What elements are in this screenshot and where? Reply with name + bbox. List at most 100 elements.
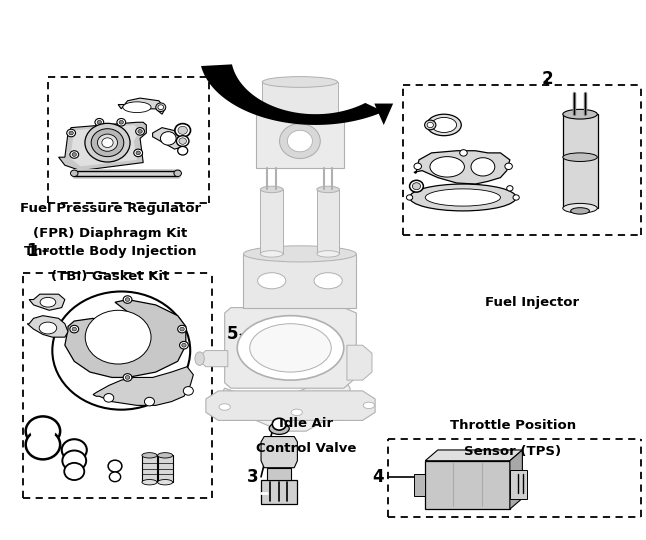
Ellipse shape	[63, 450, 86, 471]
Ellipse shape	[125, 375, 130, 379]
Text: 2: 2	[541, 70, 553, 88]
Text: Fuel Injector: Fuel Injector	[484, 296, 579, 309]
Ellipse shape	[314, 273, 342, 289]
Ellipse shape	[91, 129, 124, 157]
Ellipse shape	[317, 186, 339, 193]
Ellipse shape	[424, 120, 436, 130]
Ellipse shape	[287, 130, 313, 152]
Ellipse shape	[237, 316, 344, 380]
Ellipse shape	[260, 251, 283, 257]
Polygon shape	[152, 127, 184, 149]
Bar	[244, 254, 357, 308]
Ellipse shape	[178, 146, 188, 155]
Ellipse shape	[26, 416, 60, 446]
Ellipse shape	[123, 102, 151, 113]
Ellipse shape	[506, 186, 513, 191]
Ellipse shape	[142, 480, 157, 485]
Ellipse shape	[513, 195, 519, 200]
Ellipse shape	[85, 123, 130, 162]
Ellipse shape	[104, 394, 114, 402]
Bar	[317, 190, 339, 254]
Bar	[267, 468, 291, 480]
Ellipse shape	[262, 77, 337, 87]
Ellipse shape	[425, 189, 501, 206]
Ellipse shape	[26, 430, 60, 460]
Ellipse shape	[156, 103, 166, 112]
Polygon shape	[374, 104, 393, 125]
Bar	[158, 455, 172, 482]
Ellipse shape	[138, 130, 142, 133]
Ellipse shape	[97, 120, 101, 124]
Ellipse shape	[430, 157, 464, 177]
Bar	[262, 82, 337, 114]
Ellipse shape	[250, 323, 331, 372]
Polygon shape	[27, 316, 68, 337]
Text: Control Valve: Control Valve	[256, 442, 357, 455]
Polygon shape	[510, 450, 523, 509]
Ellipse shape	[158, 480, 172, 485]
Ellipse shape	[410, 184, 516, 211]
Polygon shape	[118, 98, 165, 114]
Ellipse shape	[136, 151, 140, 155]
Polygon shape	[93, 367, 193, 406]
Ellipse shape	[174, 170, 182, 177]
Ellipse shape	[62, 439, 87, 461]
Ellipse shape	[69, 131, 74, 135]
Ellipse shape	[178, 325, 187, 333]
Ellipse shape	[72, 327, 76, 331]
Ellipse shape	[460, 150, 467, 156]
Ellipse shape	[158, 453, 172, 458]
Ellipse shape	[563, 110, 598, 119]
Text: (FPR) Diaphragm Kit: (FPR) Diaphragm Kit	[34, 227, 188, 240]
Ellipse shape	[363, 402, 375, 409]
Polygon shape	[65, 300, 186, 377]
Ellipse shape	[178, 126, 187, 134]
Ellipse shape	[291, 409, 302, 416]
Ellipse shape	[175, 124, 191, 137]
Ellipse shape	[219, 404, 231, 410]
Ellipse shape	[471, 158, 495, 176]
Polygon shape	[225, 308, 357, 388]
Ellipse shape	[123, 374, 132, 381]
Ellipse shape	[260, 186, 283, 193]
Polygon shape	[347, 345, 372, 380]
Ellipse shape	[64, 463, 84, 480]
Ellipse shape	[176, 136, 189, 146]
Ellipse shape	[413, 186, 419, 191]
Ellipse shape	[180, 327, 184, 331]
Ellipse shape	[414, 163, 421, 170]
Ellipse shape	[180, 341, 189, 349]
Ellipse shape	[117, 118, 126, 126]
Ellipse shape	[570, 208, 589, 214]
Text: 3: 3	[247, 468, 258, 486]
Polygon shape	[29, 294, 65, 310]
Bar	[261, 480, 297, 504]
Polygon shape	[425, 450, 523, 461]
Ellipse shape	[134, 149, 143, 157]
Polygon shape	[200, 350, 228, 367]
Ellipse shape	[427, 122, 433, 127]
Ellipse shape	[125, 298, 130, 301]
Ellipse shape	[39, 322, 57, 334]
Ellipse shape	[30, 421, 56, 442]
Ellipse shape	[102, 138, 113, 147]
Text: Sensor (TPS): Sensor (TPS)	[464, 444, 561, 457]
Ellipse shape	[244, 246, 357, 262]
Ellipse shape	[317, 251, 339, 257]
Ellipse shape	[60, 298, 182, 403]
Ellipse shape	[109, 472, 121, 482]
Ellipse shape	[160, 132, 176, 145]
Ellipse shape	[412, 183, 421, 190]
Ellipse shape	[98, 134, 118, 151]
Ellipse shape	[70, 170, 78, 177]
Ellipse shape	[145, 397, 154, 406]
Ellipse shape	[563, 153, 598, 161]
Ellipse shape	[142, 453, 157, 458]
Ellipse shape	[70, 325, 79, 333]
Text: Fuel Pressure Regulator: Fuel Pressure Regulator	[20, 202, 201, 215]
Ellipse shape	[119, 120, 123, 124]
Ellipse shape	[406, 195, 413, 200]
Bar	[142, 455, 157, 482]
Bar	[260, 190, 283, 254]
Ellipse shape	[269, 423, 289, 434]
